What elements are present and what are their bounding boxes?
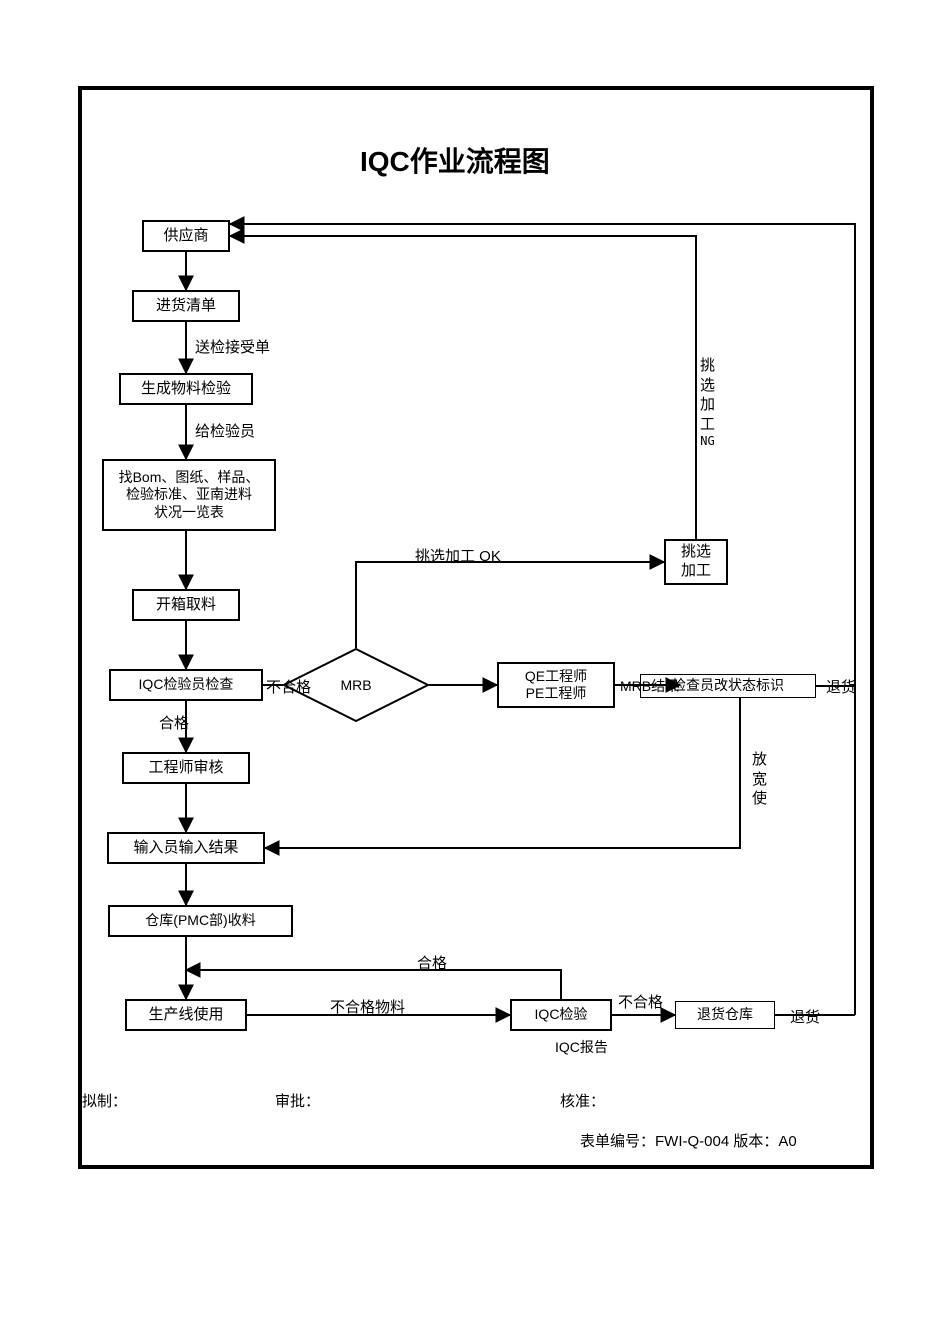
frame-top-left-h: [78, 86, 148, 90]
footer-drafted-by: 拟制：: [82, 1090, 127, 1111]
label-fail-2: 不合格: [618, 991, 663, 1012]
footer-form-number: 表单编号：FWI-Q-004 版本：A0: [580, 1130, 797, 1151]
node-qe-pe-engineer: QE工程师PE工程师: [497, 662, 615, 708]
frame-top-main: [145, 86, 874, 90]
node-supplier: 供应商: [142, 220, 230, 252]
node-iqc-inspector: IQC检验员检查: [109, 669, 263, 701]
label-return-2: 退货: [790, 1006, 820, 1027]
node-engineer-review: 工程师审核: [122, 752, 250, 784]
node-find-bom: 找Bom、图纸、样品、检验标准、亚南进料状况一览表: [102, 459, 276, 531]
label-pass: 合格: [159, 712, 189, 733]
label-to-inspector: 给检验员: [195, 420, 255, 441]
flowchart-stage: IQC作业流程图 供应商 进货清单 生成物料检验 找Bom、图纸、样品、检验标准…: [0, 0, 945, 1338]
label-ng-material: 不合格物料: [330, 996, 405, 1017]
node-generate-inspect: 生成物料检验: [119, 373, 253, 405]
label-fail: 不合格: [266, 676, 311, 697]
label-iqc-report: IQC报告: [555, 1037, 608, 1057]
node-iqc-check: IQC检验: [510, 999, 612, 1031]
footer-approved-by: 审批：: [275, 1090, 320, 1111]
label-return-1: 退货: [826, 676, 856, 697]
node-goods-list: 进货清单: [132, 290, 240, 322]
vlabel-relax-use: 放宽使: [752, 750, 767, 809]
label-send-receipt: 送检接受单: [195, 336, 270, 357]
label-sort-ok: 挑选加工 OK: [415, 545, 501, 566]
frame-bottom: [78, 1165, 874, 1169]
footer-verified-by: 核准：: [560, 1090, 605, 1111]
label-mrb-result: MRB结果: [620, 676, 679, 696]
chart-title: IQC作业流程图: [360, 140, 550, 180]
node-warehouse-recv: 仓库(PMC部)收料: [108, 905, 293, 937]
node-sort-process: 挑选加工: [664, 539, 728, 585]
label-ok-2: 合格: [417, 952, 447, 973]
node-open-box: 开箱取料: [132, 589, 240, 621]
node-production-line: 生产线使用: [125, 999, 247, 1031]
frame-left: [78, 86, 82, 1169]
node-return-warehouse: 退货仓库: [675, 1001, 775, 1029]
frame-right: [870, 86, 874, 1169]
frame-top-left-v: [145, 86, 149, 90]
vlabel-sort-ng: 挑选加工NG: [700, 356, 715, 450]
node-input-result: 输入员输入结果: [107, 832, 265, 864]
